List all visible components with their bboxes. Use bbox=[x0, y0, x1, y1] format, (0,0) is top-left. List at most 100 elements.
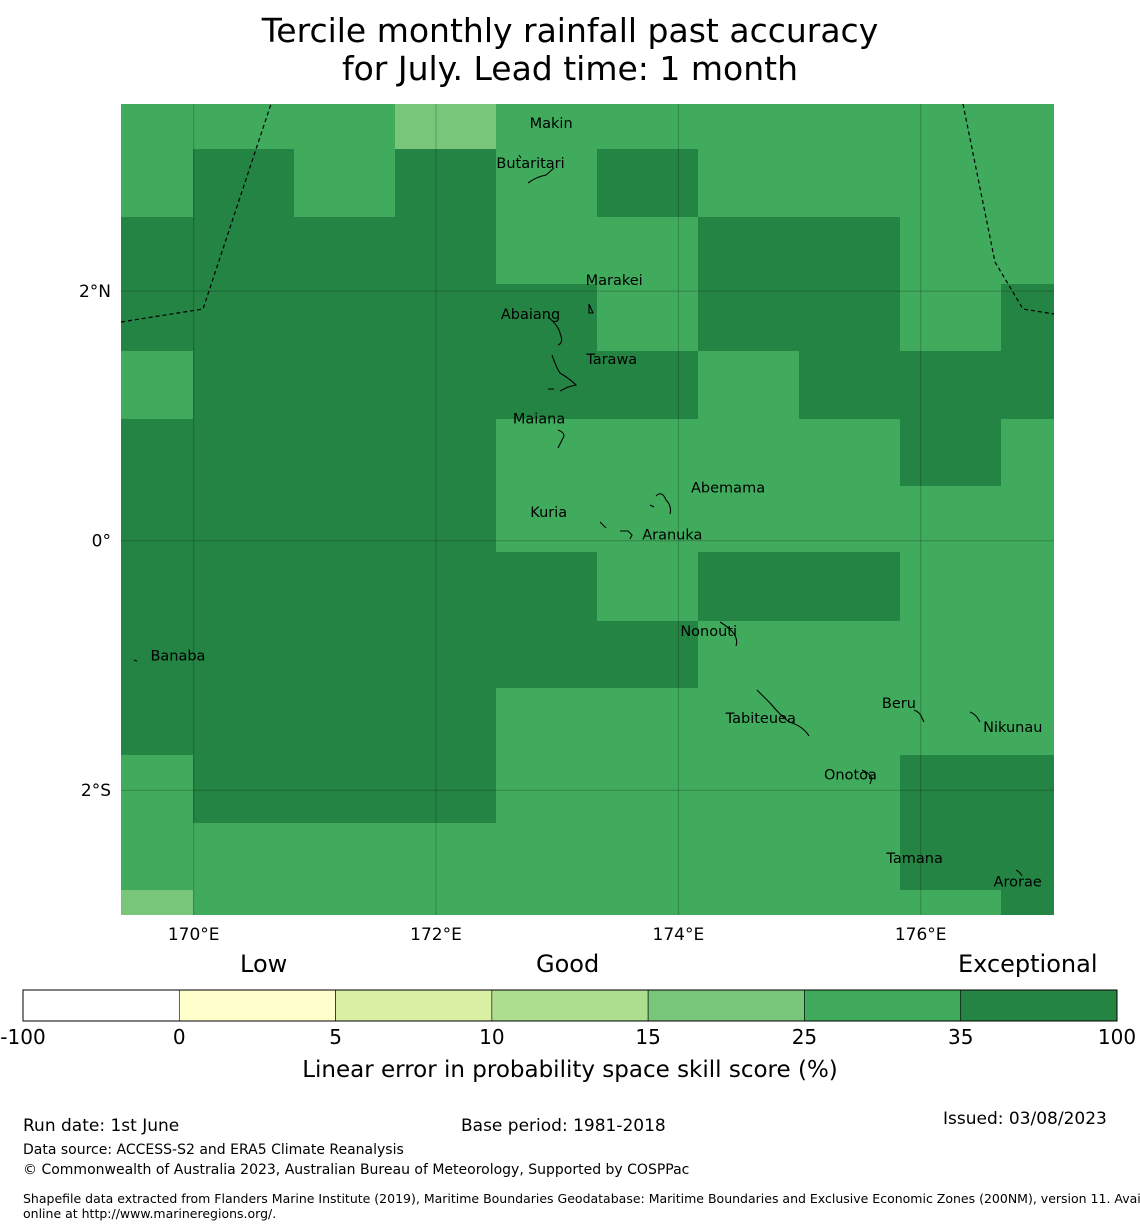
lat-tick-label: 2°S bbox=[81, 781, 111, 801]
lat-tick-label: 0° bbox=[92, 532, 111, 552]
skill-cell bbox=[121, 621, 698, 688]
category-label-exceptional: Exceptional bbox=[958, 950, 1098, 978]
island-outline bbox=[133, 659, 138, 662]
skill-cell bbox=[121, 217, 496, 284]
island-outline bbox=[1015, 869, 1023, 877]
place-labels: Makin Butaritari Marakei Abaiang Tarawa Maian… bbox=[150, 116, 1042, 891]
island-outline bbox=[588, 303, 594, 314]
skill-cell bbox=[799, 351, 1054, 419]
place-label-kuria: Kuria bbox=[530, 505, 567, 521]
island-outline bbox=[547, 316, 563, 346]
skill-cell bbox=[900, 419, 1001, 486]
place-label-makin: Makin bbox=[530, 116, 573, 132]
island-outline bbox=[548, 354, 578, 392]
place-label-onotoa: Onotoa bbox=[824, 767, 877, 783]
island-outline bbox=[557, 429, 565, 449]
copyright: © Commonwealth of Australia 2023, Austra… bbox=[23, 1162, 690, 1178]
skill-cell bbox=[395, 104, 496, 149]
place-label-butaritari: Butaritari bbox=[496, 156, 564, 172]
eez-boundary-west bbox=[120, 103, 272, 323]
place-label-tabiteuea: Tabiteuea bbox=[725, 711, 796, 727]
skill-cell bbox=[121, 552, 597, 621]
graticule bbox=[121, 104, 1054, 915]
colorbar-tick-label: 35 bbox=[948, 1025, 973, 1049]
skill-cell bbox=[1001, 890, 1054, 915]
colorbar-segment bbox=[22, 989, 180, 1022]
eez-boundary-east bbox=[962, 103, 1055, 315]
skill-cell bbox=[698, 217, 900, 284]
map-title: Tercile monthly rainfall past accuracy f… bbox=[0, 12, 1140, 88]
island-outline bbox=[527, 167, 555, 184]
colorbar-tick-label: 15 bbox=[635, 1025, 660, 1049]
place-label-nikunau: Nikunau bbox=[983, 720, 1042, 736]
colorbar-tick-label: -100 bbox=[0, 1025, 45, 1049]
skill-cell bbox=[193, 755, 496, 823]
shapefile-line-2: online at http://www.marineregions.org/. bbox=[23, 1206, 277, 1221]
island-outline bbox=[518, 154, 522, 159]
skill-grid-cells bbox=[121, 104, 1054, 915]
run-date: Run date: 1st June bbox=[23, 1116, 180, 1136]
skill-cell bbox=[193, 149, 294, 217]
skill-cell bbox=[121, 284, 597, 351]
colorbar-tick-label: 10 bbox=[479, 1025, 504, 1049]
skill-cell bbox=[698, 552, 900, 621]
place-label-aranuka: Aranuka bbox=[642, 528, 702, 544]
lon-tick-label: 174°E bbox=[653, 925, 705, 945]
place-label-beru: Beru bbox=[882, 696, 916, 712]
place-label-nonouti: Nonouti bbox=[680, 624, 737, 640]
skill-cell bbox=[121, 419, 496, 552]
skill-cell bbox=[1001, 284, 1054, 351]
category-label-good: Good bbox=[536, 950, 600, 978]
lon-tick-label: 172°E bbox=[410, 925, 462, 945]
base-period: Base period: 1981-2018 bbox=[461, 1116, 666, 1136]
shapefile-credit: Shapefile data extracted from Flanders M… bbox=[23, 1191, 1140, 1221]
skill-cell bbox=[395, 149, 496, 217]
skill-cell bbox=[900, 823, 1054, 890]
colorbar-segment bbox=[335, 989, 493, 1022]
place-label-abemama: Abemama bbox=[691, 480, 765, 496]
skill-map: Makin Butaritari Marakei Abaiang Tarawa Maian… bbox=[0, 103, 1136, 1083]
place-label-abaiang: Abaiang bbox=[501, 307, 560, 323]
island-outline bbox=[756, 689, 810, 737]
island-outlines bbox=[133, 154, 1023, 877]
colorbar-segment bbox=[960, 989, 1118, 1022]
place-label-maiana: Maiana bbox=[513, 412, 565, 428]
axis-ticks: 170°E 172°E 174°E 176°E 2°N 0° 2°S bbox=[79, 282, 947, 945]
skill-cell bbox=[698, 284, 900, 351]
title-line-2: for July. Lead time: 1 month bbox=[341, 49, 798, 88]
colorbar-tick-label: 100 bbox=[1098, 1025, 1136, 1049]
colorbar-title: Linear error in probability space skill … bbox=[302, 1057, 838, 1083]
skill-cell bbox=[121, 688, 496, 755]
island-outline bbox=[913, 709, 925, 723]
colorbar-tick-label: 0 bbox=[173, 1025, 186, 1049]
data-source: Data source: ACCESS-S2 and ERA5 Climate … bbox=[23, 1142, 404, 1158]
island-outline bbox=[969, 711, 981, 723]
eez-boundaries bbox=[120, 103, 1055, 323]
colorbar-segment bbox=[647, 989, 805, 1022]
colorbar-segment bbox=[804, 989, 962, 1022]
colorbar-segment bbox=[491, 989, 649, 1022]
skill-cell bbox=[121, 890, 193, 915]
colorbar-segment bbox=[178, 989, 336, 1022]
island-outline bbox=[719, 621, 738, 647]
lon-tick-label: 170°E bbox=[168, 925, 220, 945]
title-line-1: Tercile monthly rainfall past accuracy bbox=[261, 11, 879, 50]
shapefile-line-1: Shapefile data extracted from Flanders M… bbox=[23, 1191, 1140, 1206]
colorbar-frame bbox=[22, 989, 1118, 1022]
place-label-tarawa: Tarawa bbox=[585, 352, 637, 368]
category-label-low: Low bbox=[240, 950, 288, 978]
colorbar-tick-label: 25 bbox=[792, 1025, 817, 1049]
place-label-banaba: Banaba bbox=[150, 649, 205, 665]
island-outline bbox=[599, 521, 633, 540]
issued-date: Issued: 03/08/2023 bbox=[943, 1109, 1107, 1129]
lat-tick-label: 2°N bbox=[79, 282, 111, 302]
colorbar: -100 0 5 10 15 25 35 100 bbox=[0, 989, 1136, 1049]
island-outline bbox=[861, 769, 873, 785]
skill-cell bbox=[597, 149, 698, 217]
skill-cell bbox=[193, 351, 698, 419]
place-label-marakei: Marakei bbox=[586, 273, 643, 289]
skill-cell bbox=[900, 755, 1054, 823]
place-label-arorae: Arorae bbox=[994, 875, 1042, 891]
place-label-tamana: Tamana bbox=[885, 851, 942, 867]
island-outline bbox=[649, 493, 672, 515]
